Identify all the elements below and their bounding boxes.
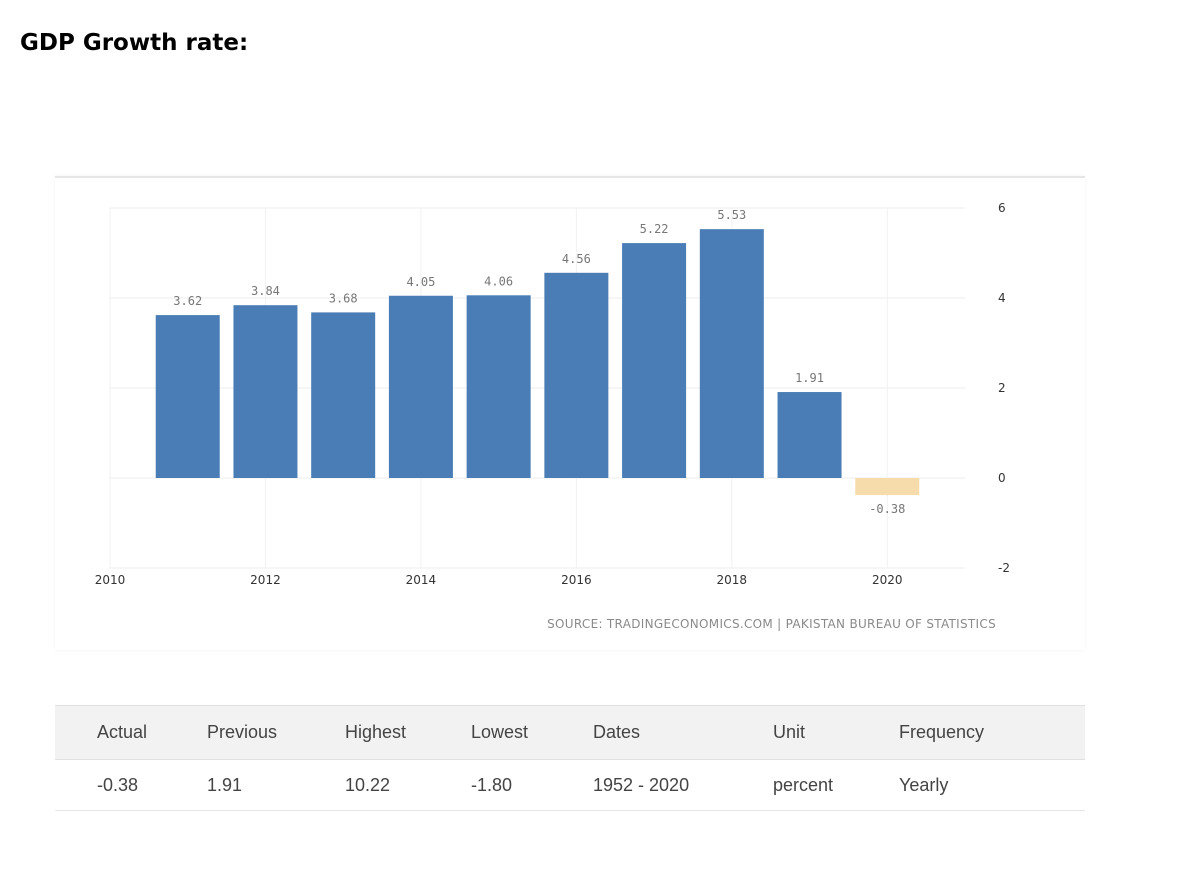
table-cell-highest: 10.22 (345, 759, 471, 811)
table-cell-previous: 1.91 (207, 759, 345, 811)
data-label-2015: 4.06 (484, 274, 513, 288)
table-cell-unit: percent (773, 759, 899, 811)
bar-2014 (388, 295, 453, 478)
column-header: Unit (773, 705, 899, 760)
column-header: Lowest (471, 705, 593, 760)
x-tick-label: 2012 (250, 573, 281, 587)
x-tick-label: 2010 (95, 573, 126, 587)
data-label-2018: 5.53 (717, 208, 746, 222)
table-cell-actual: -0.38 (55, 759, 207, 811)
table-row: -0.38 1.91 10.22 -1.80 1952 - 2020 perce… (55, 759, 1085, 811)
gdp-growth-chart: 3.62 3.84 3.68 4.05 4.06 4.56 5.22 5.53 1.91 -0.3… (55, 176, 1085, 650)
bar-2018 (699, 229, 764, 478)
data-label-2012: 3.84 (251, 284, 280, 298)
data-label-2016: 4.56 (562, 252, 591, 266)
chart-canvas: 3.62 3.84 3.68 4.05 4.06 4.56 5.22 5.53 1.91 -0.3… (95, 201, 1010, 631)
bar-2019 (777, 392, 842, 478)
y-tick-label: 0 (998, 471, 1006, 485)
x-tick-label: 2018 (717, 573, 748, 587)
bar-2011 (155, 315, 220, 478)
bar-2012 (233, 305, 298, 478)
chart-data-labels: 3.62 3.84 3.68 4.05 4.06 4.56 5.22 5.53 1.91 -0.3… (173, 208, 905, 516)
table-header-row: Actual Previous Highest Lowest Dates Uni… (55, 705, 1085, 760)
y-tick-label: 6 (998, 201, 1006, 215)
table-cell-frequency: Yearly (899, 759, 1085, 811)
table-cell-lowest: -1.80 (471, 759, 593, 811)
bar-2016 (544, 272, 609, 478)
table-cell-dates: 1952 - 2020 (593, 759, 773, 811)
data-label-2013: 3.68 (329, 291, 358, 305)
data-label-2020: -0.38 (869, 502, 905, 516)
bar-2020 (855, 478, 920, 496)
column-header: Previous (207, 705, 345, 760)
column-header: Actual (55, 705, 207, 760)
y-tick-label: 4 (998, 291, 1006, 305)
column-header: Frequency (899, 705, 1085, 760)
data-label-2014: 4.05 (406, 275, 435, 289)
stats-table: Actual Previous Highest Lowest Dates Uni… (55, 705, 1085, 811)
chart-bars (155, 229, 920, 496)
y-tick-label: -2 (998, 561, 1010, 575)
data-label-2017: 5.22 (640, 222, 669, 236)
bar-2017 (622, 243, 687, 478)
bar-2013 (311, 312, 376, 478)
x-tick-label: 2020 (872, 573, 903, 587)
data-label-2011: 3.62 (173, 294, 202, 308)
y-tick-label: 2 (998, 381, 1006, 395)
column-header: Highest (345, 705, 471, 760)
chart-axes: 6 4 2 0 -2 2010 2012 2014 2016 2018 2020 (95, 201, 1010, 587)
data-label-2019: 1.91 (795, 371, 824, 385)
page-title: GDP Growth rate: (20, 30, 249, 56)
bar-2015 (466, 295, 531, 478)
chart-source: SOURCE: TRADINGECONOMICS.COM | PAKISTAN … (547, 617, 996, 631)
x-tick-label: 2016 (561, 573, 592, 587)
column-header: Dates (593, 705, 773, 760)
x-tick-label: 2014 (406, 573, 437, 587)
